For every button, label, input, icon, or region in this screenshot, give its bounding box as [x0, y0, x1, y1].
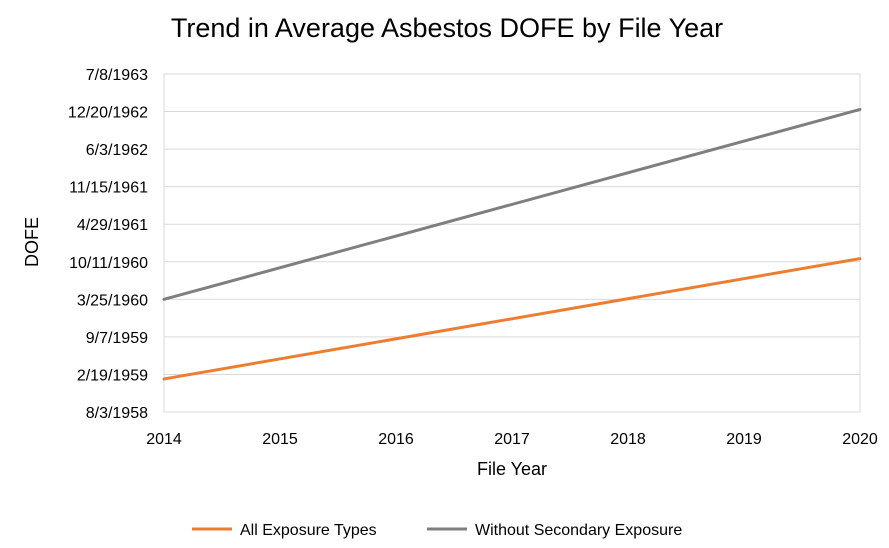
y-tick-label: 12/20/1962 — [68, 105, 148, 122]
legend-label: All Exposure Types — [240, 522, 377, 539]
y-tick-label: 2/19/1959 — [77, 367, 148, 384]
x-tick-label: 2016 — [378, 431, 414, 448]
y-tick-label: 4/29/1961 — [77, 217, 148, 234]
chart-title: Trend in Average Asbestos DOFE by File Y… — [171, 13, 723, 43]
series-line-1 — [162, 257, 862, 381]
x-tick-label: 2019 — [726, 431, 762, 448]
y-tick-label: 8/3/1958 — [86, 405, 148, 422]
y-axis-title: DOFE — [22, 217, 42, 267]
x-tick-label: 2015 — [262, 431, 298, 448]
series-lines — [162, 107, 862, 381]
legend-label: Without Secondary Exposure — [475, 522, 682, 539]
gridlines — [163, 73, 861, 413]
y-tick-label: 10/11/1960 — [69, 255, 148, 272]
series-line-2 — [162, 107, 862, 301]
y-tick-label: 9/7/1959 — [86, 330, 148, 347]
legend: All Exposure Types Without Secondary Expo… — [192, 522, 682, 539]
x-tick-label: 2020 — [842, 431, 878, 448]
y-axis-ticks: 8/3/1958 2/19/1959 9/7/1959 3/25/1960 10/11/… — [68, 67, 148, 422]
x-axis-title: File Year — [477, 459, 547, 479]
y-tick-label: 11/15/1961 — [69, 180, 148, 197]
y-tick-label: 3/25/1960 — [77, 292, 148, 309]
x-tick-label: 2014 — [146, 431, 182, 448]
x-tick-label: 2017 — [494, 431, 530, 448]
y-tick-label: 6/3/1962 — [86, 142, 148, 159]
x-tick-label: 2018 — [610, 431, 646, 448]
x-axis-ticks: 2014 2015 2016 2017 2018 2019 2020 — [146, 431, 878, 448]
y-tick-label: 7/8/1963 — [86, 67, 148, 84]
